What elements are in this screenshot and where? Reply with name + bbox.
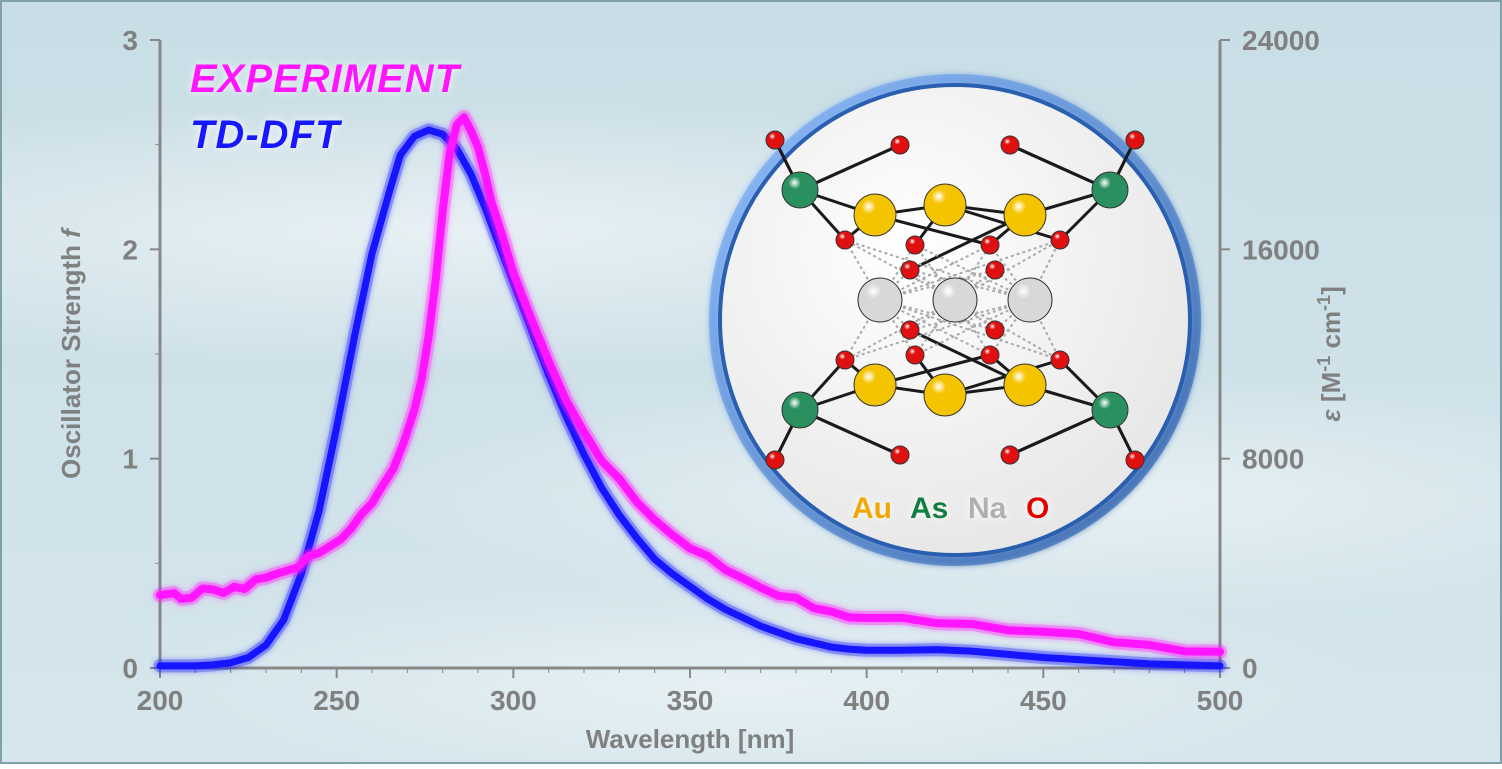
atom-As [1092,172,1128,208]
atom-legend-O: O [1026,492,1049,525]
x-tick-label: 200 [137,685,184,716]
atom-Au [924,184,966,226]
atom-O [981,346,999,364]
legend-item-EXPERIMENT: EXPERIMENT [190,57,463,101]
atom-Au [854,364,896,406]
atom-legend-As: As [910,492,948,525]
x-axis-label: Wavelength [nm] [586,724,794,754]
spectrum-chart: 2002503003504004505000123080001600024000… [0,0,1502,764]
x-tick-label: 250 [313,685,360,716]
x-tick-label: 400 [843,685,890,716]
atom-Au [854,194,896,236]
y-right-tick-label: 24000 [1242,25,1320,56]
y-right-axis-label: ε [M-1 cm-1] [1314,286,1346,422]
atom-O [1126,451,1144,469]
atom-Na [933,278,977,322]
atom-O [836,231,854,249]
x-tick-label: 300 [490,685,537,716]
atom-O [766,451,784,469]
atom-O [1051,231,1069,249]
atom-O [906,236,924,254]
atom-legend-Au: Au [852,492,892,525]
x-tick-label: 350 [667,685,714,716]
atom-O [766,131,784,149]
atom-Au [924,374,966,416]
chart-container: 2002503003504004505000123080001600024000… [0,0,1502,764]
y-left-tick-label: 2 [122,234,138,265]
atom-Au [1004,194,1046,236]
atom-O [836,351,854,369]
atom-As [782,392,818,428]
atom-O [891,446,909,464]
atom-O [901,261,919,279]
atom-As [782,172,818,208]
atom-O [986,261,1004,279]
atom-Na [1008,278,1052,322]
atom-O [891,136,909,154]
y-left-axis-label: Oscillator Strength f [56,227,86,479]
atom-O [901,321,919,339]
y-right-tick-label: 0 [1242,653,1258,684]
legend-item-TD-DFT: TD-DFT [190,113,343,157]
y-right-tick-label: 16000 [1242,234,1320,265]
atom-O [981,236,999,254]
atom-Au [1004,364,1046,406]
atom-O [1001,446,1019,464]
x-tick-label: 450 [1020,685,1067,716]
y-left-tick-label: 1 [122,444,138,475]
y-right-tick-label: 8000 [1242,444,1304,475]
atom-legend-Na: Na [968,492,1007,525]
atom-O [1001,136,1019,154]
atom-Na [858,278,902,322]
y-left-tick-label: 0 [122,653,138,684]
atom-O [1051,351,1069,369]
atom-O [986,321,1004,339]
y-left-tick-label: 3 [122,25,138,56]
x-tick-label: 500 [1197,685,1244,716]
atom-O [1126,131,1144,149]
atom-As [1092,392,1128,428]
atom-O [906,346,924,364]
